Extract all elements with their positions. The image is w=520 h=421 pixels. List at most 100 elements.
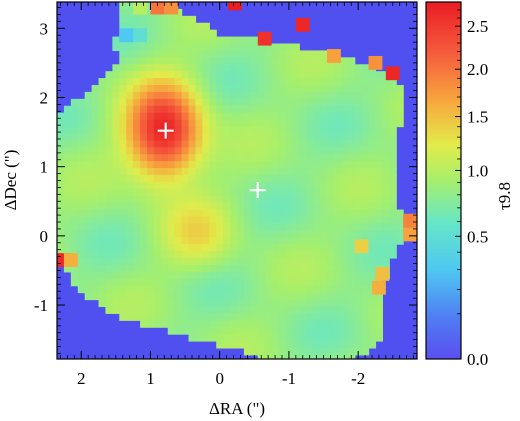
heatmap-cell — [133, 133, 141, 141]
heatmap-cell — [237, 57, 245, 65]
heatmap-cell — [160, 257, 169, 266]
heatmap-cell — [299, 209, 307, 218]
heatmap-cell — [126, 119, 134, 128]
heatmap-cell — [257, 257, 266, 266]
heatmap-cell — [98, 133, 107, 141]
heatmap-cell — [84, 285, 93, 294]
heatmap-cell — [237, 209, 245, 218]
heatmap-cell — [271, 334, 280, 342]
heatmap-cell — [368, 105, 377, 114]
heatmap-cell — [140, 216, 148, 224]
heatmap-cell — [160, 98, 169, 107]
heatmap-cell — [340, 161, 349, 169]
heatmap-cell — [181, 320, 190, 328]
heatmap-cell — [133, 140, 141, 148]
heatmap-cell — [237, 313, 245, 321]
heatmap-cell — [167, 264, 176, 273]
heatmap-cell — [313, 85, 321, 93]
heatmap-cell — [174, 8, 183, 17]
heatmap-cell — [368, 154, 377, 162]
heatmap-cell — [257, 71, 266, 79]
heatmap-cell — [389, 105, 397, 114]
heatmap-cell — [327, 105, 335, 114]
heatmap-cell — [278, 347, 287, 356]
heatmap-cell — [77, 168, 86, 176]
heatmap-cell — [140, 181, 148, 190]
heatmap-cell — [126, 161, 134, 169]
heatmap-cell — [188, 112, 197, 121]
heatmap-cell — [327, 119, 335, 128]
heatmap-cell — [327, 188, 335, 197]
heatmap-cell — [368, 126, 377, 135]
heatmap-cell — [237, 292, 245, 301]
heatmap-cell — [250, 64, 259, 72]
heatmap-cell — [382, 257, 390, 266]
heatmap-cell — [202, 327, 210, 335]
heatmap-cell — [389, 140, 397, 148]
heatmap-cell — [119, 154, 127, 162]
x-axis-ticks: 2 1 0 -1 -2 — [60, 2, 414, 388]
heatmap-cell — [333, 251, 342, 259]
heatmap-cell — [140, 264, 148, 273]
heatmap-cell — [195, 230, 203, 238]
heatmap-cell — [354, 174, 363, 183]
heatmap-cell — [223, 168, 231, 176]
heatmap-cell — [313, 244, 321, 252]
heatmap-cell — [70, 209, 79, 218]
heatmap-cell — [375, 299, 383, 308]
heatmap-cell — [285, 91, 293, 100]
heatmap-cell — [77, 195, 86, 204]
heatmap-cell — [181, 299, 190, 308]
heatmap-cell — [250, 334, 259, 342]
heatmap-cell — [372, 280, 386, 295]
heatmap-cell — [195, 195, 203, 204]
heatmap-cell — [105, 147, 113, 155]
heatmap-cell — [209, 320, 217, 328]
heatmap-cell — [167, 278, 176, 287]
heatmap-cell — [84, 98, 93, 107]
heatmap-cell — [368, 341, 377, 349]
heatmap-cell — [84, 237, 93, 245]
source-markers — [157, 122, 266, 199]
heatmap-cell — [70, 244, 79, 252]
heatmap-cell — [202, 285, 210, 294]
heatmap-cell — [160, 105, 169, 114]
heatmap-cell — [327, 140, 335, 148]
heatmap-cell — [243, 43, 252, 52]
heatmap-cell — [112, 140, 120, 148]
heatmap-cell — [202, 313, 210, 321]
heatmap-cell — [347, 209, 356, 218]
heatmap-cell — [237, 257, 245, 266]
heatmap-cell — [174, 71, 183, 79]
heatmap-cell — [223, 188, 231, 197]
heatmap-cell — [243, 334, 252, 342]
heatmap-cell — [243, 257, 252, 266]
heatmap-cell — [278, 209, 287, 218]
heatmap-cell — [292, 98, 300, 107]
heatmap-cell — [174, 78, 183, 86]
heatmap-cell — [174, 112, 183, 121]
heatmap-cell — [375, 133, 383, 141]
heatmap-cell — [216, 57, 224, 65]
heatmap-cell — [271, 292, 280, 301]
heatmap-cell — [292, 105, 300, 114]
heatmap-cell — [285, 285, 293, 294]
heatmap-cell — [278, 320, 287, 328]
heatmap-cell — [153, 50, 162, 58]
heatmap-cell — [299, 334, 307, 342]
heatmap-cell — [347, 347, 356, 356]
heatmap-cell — [292, 278, 300, 287]
heatmap-cell — [126, 64, 134, 72]
heatmap-cell — [382, 244, 390, 252]
heatmap-cell — [327, 306, 335, 314]
heatmap-cell — [361, 181, 370, 190]
heatmap-cell — [174, 64, 183, 72]
heatmap-cell — [333, 119, 342, 128]
heatmap-cell — [250, 313, 259, 321]
heatmap-cell — [119, 15, 127, 24]
heatmap-cell — [202, 112, 210, 121]
heatmap-cell — [160, 313, 169, 321]
heatmap-cell — [243, 202, 252, 211]
heatmap-cell — [299, 292, 307, 301]
heatmap-cell — [181, 244, 190, 252]
